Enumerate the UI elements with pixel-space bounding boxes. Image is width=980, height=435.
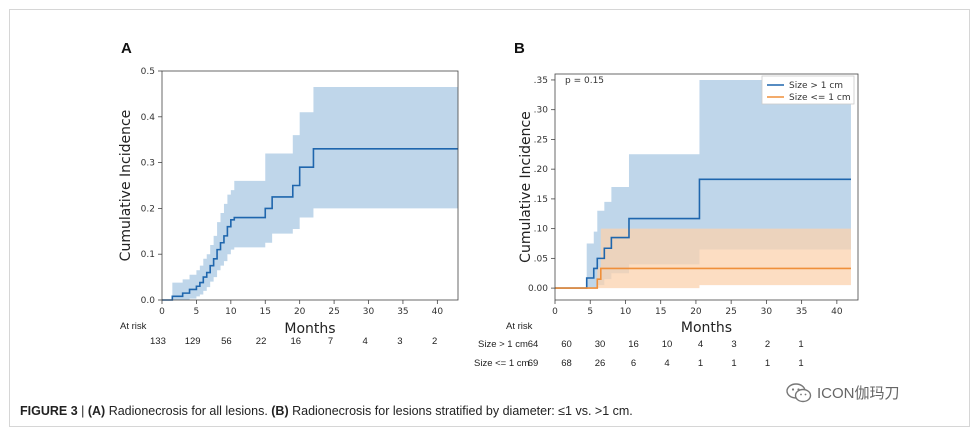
at-risk-value: 7	[327, 336, 334, 347]
x-tick-label: 30	[761, 307, 773, 317]
x-tick-label: 10	[225, 307, 237, 317]
x-tick-label: 0	[159, 307, 165, 317]
x-tick-label: 25	[725, 307, 736, 317]
at-risk-value: 3	[731, 339, 737, 350]
caption-a-text: Radionecrosis for all lesions.	[105, 404, 272, 418]
legend-entry: Size <= 1 cm	[789, 93, 851, 103]
chart-panel-a: 0 5 10 15 20 25 30 35 40 0.0 0.1 0.2 0.3 0.4 0.5 Cumula…	[118, 67, 459, 337]
y-tick-label: .25	[534, 135, 548, 145]
x-tick-label: 20	[690, 307, 702, 317]
at-risk-value: 26	[594, 358, 606, 369]
legend-box	[761, 75, 855, 105]
x-tick-label: 20	[294, 307, 306, 317]
at-risk-value: 1	[731, 358, 737, 369]
wechat-logo-icon	[786, 382, 812, 402]
x-tick-label: 40	[831, 307, 843, 317]
plot-frame	[161, 70, 459, 301]
at-risk-label: At risk	[120, 321, 147, 332]
at-risk-value: 30	[594, 339, 606, 350]
at-risk-value: 1	[764, 358, 771, 369]
at-risk-value: 1	[697, 358, 704, 369]
y-tick-label: .30	[534, 106, 549, 116]
caption-separator: |	[77, 404, 88, 418]
at-risk-value: 6	[630, 358, 637, 369]
caption-b-tag: (B)	[271, 404, 289, 418]
confidence-band-2	[555, 228, 851, 289]
incidence-line-2	[555, 267, 851, 289]
legend-entry: Size > 1 cm	[789, 81, 843, 91]
x-tick-label: 35	[796, 307, 807, 317]
confidence-band-1	[162, 87, 458, 300]
at-risk-value: 64	[527, 339, 539, 350]
x-axis-label: Months	[681, 320, 732, 336]
y-tick-label: 0.2	[141, 204, 155, 214]
x-tick-label: 40	[432, 307, 444, 317]
at-risk-value: 4	[697, 339, 704, 350]
y-axis-label: Cumulative Incidence	[518, 111, 534, 263]
chart-panel-b: 0 5 10 15 20 25 30 35 40 0.00 .05 .10 .15 .20 .25 .30 .3…	[518, 73, 859, 336]
x-tick-label: 35	[397, 307, 408, 317]
x-tick-label: 25	[328, 307, 339, 317]
watermark: ICON伽玛刀	[786, 382, 900, 403]
x-tick-label: 15	[260, 307, 271, 317]
x-tick-label: 5	[194, 307, 200, 317]
figure-caption: FIGURE 3 | (A) Radionecrosis for all les…	[20, 404, 633, 418]
at-risk-row-name: Size > 1 cm	[478, 339, 528, 350]
y-tick-label: 0.5	[141, 67, 155, 77]
x-tick-label: 0	[552, 307, 558, 317]
at-risk-value: 3	[397, 336, 403, 347]
y-axis-label: Cumulative Incidence	[118, 110, 134, 262]
plot-frame	[554, 73, 859, 301]
caption-a-tag: (A)	[87, 404, 106, 418]
caption-figure-label: FIGURE 3	[20, 404, 78, 418]
y-tick-label: .35	[534, 76, 548, 86]
x-tick-label: 5	[587, 307, 593, 317]
at-risk-value: 2	[764, 339, 771, 350]
y-tick-label: .10	[534, 225, 549, 235]
at-risk-value: 56	[221, 336, 232, 347]
at-risk-value: 4	[664, 358, 670, 369]
at-risk-value: 129	[184, 336, 201, 347]
at-risk-value: 16	[628, 339, 639, 350]
at-risk-value: 16	[290, 336, 302, 347]
caption-b-text: Radionecrosis for lesions stratified by …	[288, 404, 633, 418]
panel-a-label: A	[121, 40, 132, 57]
x-axis-label: Months	[284, 321, 335, 337]
at-risk-value: 68	[561, 358, 572, 369]
at-risk-value: 22	[255, 336, 267, 347]
y-tick-label: .20	[534, 165, 549, 175]
at-risk-value: 133	[150, 336, 166, 347]
y-tick-label: 0.4	[141, 113, 156, 123]
watermark-text: ICON伽玛刀	[817, 385, 900, 402]
y-tick-label: 0.1	[141, 250, 155, 260]
incidence-line-1	[162, 148, 458, 301]
y-tick-label: 0.3	[141, 159, 155, 169]
at-risk-value: 1	[798, 358, 804, 369]
x-tick-label: 10	[620, 307, 632, 317]
y-tick-label: 0.00	[528, 284, 548, 294]
y-tick-label: 0.0	[141, 296, 156, 306]
incidence-line-1	[555, 178, 851, 289]
y-tick-label: .15	[534, 195, 548, 205]
at-risk-label: At risk	[506, 321, 533, 332]
at-risk-value: 4	[362, 336, 368, 347]
at-risk-row-name: Size <= 1 cm	[474, 358, 530, 369]
y-tick-label: .05	[534, 254, 548, 264]
at-risk-value: 1	[798, 339, 804, 350]
p-value-annotation: p = 0.15	[565, 76, 604, 86]
panel-b-label: B	[514, 40, 525, 57]
at-risk-value: 10	[661, 339, 673, 350]
at-risk-value: 2	[431, 336, 438, 347]
at-risk-value: 69	[527, 358, 539, 369]
x-tick-label: 15	[655, 307, 666, 317]
x-tick-label: 30	[363, 307, 375, 317]
at-risk-value: 60	[561, 339, 572, 350]
